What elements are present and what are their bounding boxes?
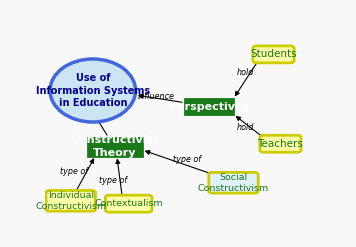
Text: Contextualism: Contextualism <box>94 199 163 208</box>
Ellipse shape <box>50 59 136 122</box>
FancyBboxPatch shape <box>209 172 258 193</box>
FancyBboxPatch shape <box>46 190 95 211</box>
Text: type of: type of <box>60 167 88 176</box>
Text: Students: Students <box>250 49 297 59</box>
Text: hold: hold <box>237 68 254 77</box>
Text: hold: hold <box>237 123 254 131</box>
FancyBboxPatch shape <box>253 46 294 63</box>
Text: influences: influences <box>75 112 116 121</box>
Text: Teachers: Teachers <box>257 139 303 149</box>
Text: Constructivist
Theory: Constructivist Theory <box>71 135 158 158</box>
Text: Individual
Constructivism: Individual Constructivism <box>35 191 106 211</box>
FancyBboxPatch shape <box>260 135 301 152</box>
FancyBboxPatch shape <box>105 195 152 212</box>
Text: type of: type of <box>99 176 127 185</box>
FancyBboxPatch shape <box>184 99 233 114</box>
Text: influence: influence <box>138 92 175 101</box>
Text: type of: type of <box>173 155 201 164</box>
Text: Social
Constructivism: Social Constructivism <box>198 173 269 193</box>
Text: Perspectives: Perspectives <box>169 102 249 112</box>
Text: Use of
Information Systems
in Education: Use of Information Systems in Education <box>36 73 150 108</box>
FancyBboxPatch shape <box>88 138 142 156</box>
